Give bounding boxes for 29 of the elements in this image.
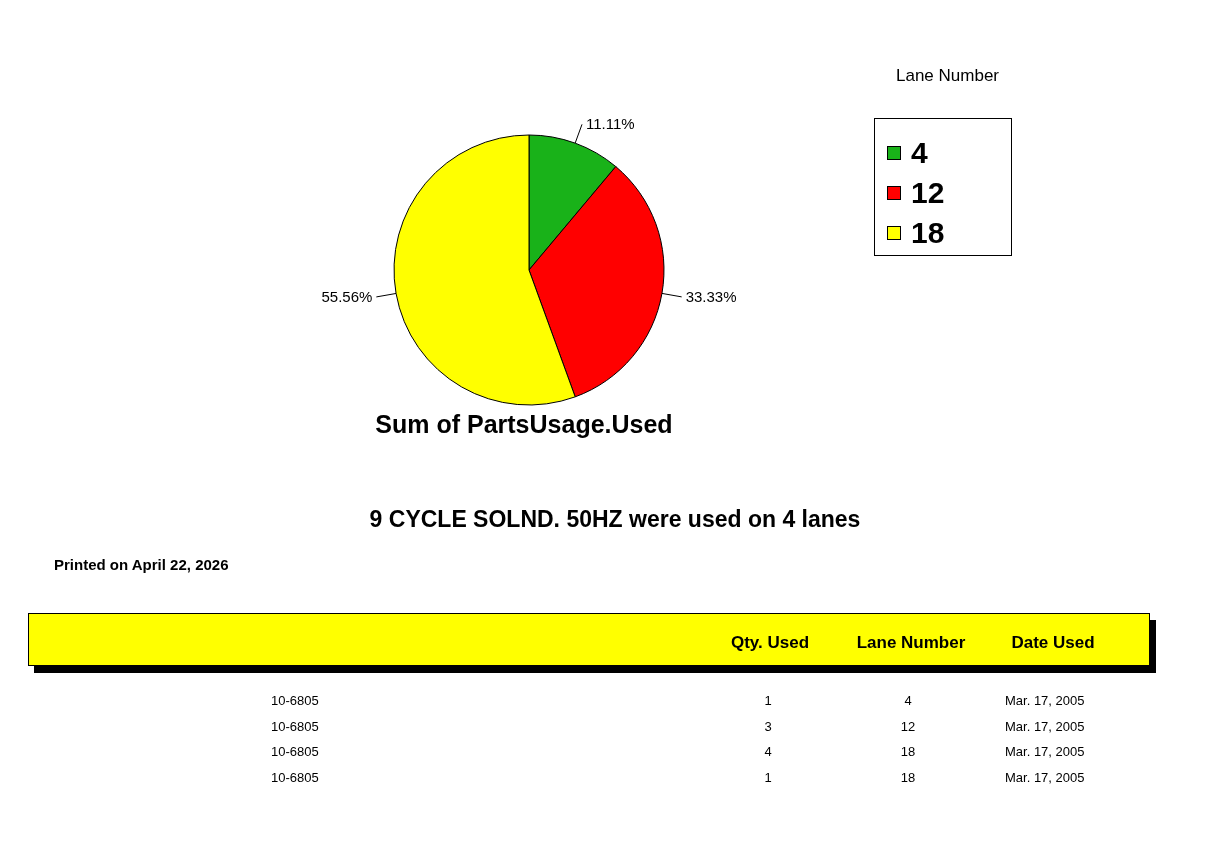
text: Printed on April 22, 2026 [54, 556, 229, 573]
text: 1 [763, 769, 773, 785]
text: 3 [763, 718, 773, 734]
text: 1 [763, 693, 773, 708]
text: Mar. 17, 2005 [1005, 693, 1086, 708]
data-label: 11.11% [586, 115, 635, 133]
legend-title: Lane Number [896, 66, 1000, 86]
text: 10-6805 [271, 718, 320, 734]
legend-label: 4 [911, 136, 928, 170]
text: Sum of PartsUsage.Used [374, 410, 674, 439]
text: 18 [899, 769, 917, 785]
text: Mar. 17, 2005 [1005, 718, 1086, 734]
text: Date Used [1010, 633, 1096, 653]
text: Qty. Used [729, 633, 811, 653]
text: Mar. 17, 2005 [1005, 744, 1086, 759]
data-label: 55.56% [321, 287, 373, 305]
text: 12 [899, 718, 917, 734]
text: 10-6805 [271, 769, 320, 785]
text: 4 [763, 744, 773, 759]
legend-label: 12 [911, 176, 945, 210]
text: 10-6805 [271, 744, 320, 759]
text: Lane Number [855, 633, 967, 653]
data-label: 33.33% [685, 287, 737, 305]
text: 9 CYCLE SOLND. 50HZ were used on 4 lanes [368, 506, 862, 533]
text: Mar. 17, 2005 [1005, 769, 1086, 785]
legend-label: 18 [911, 216, 945, 250]
text: 10-6805 [271, 693, 320, 708]
text: 4 [903, 693, 913, 708]
text: 18 [899, 744, 917, 759]
